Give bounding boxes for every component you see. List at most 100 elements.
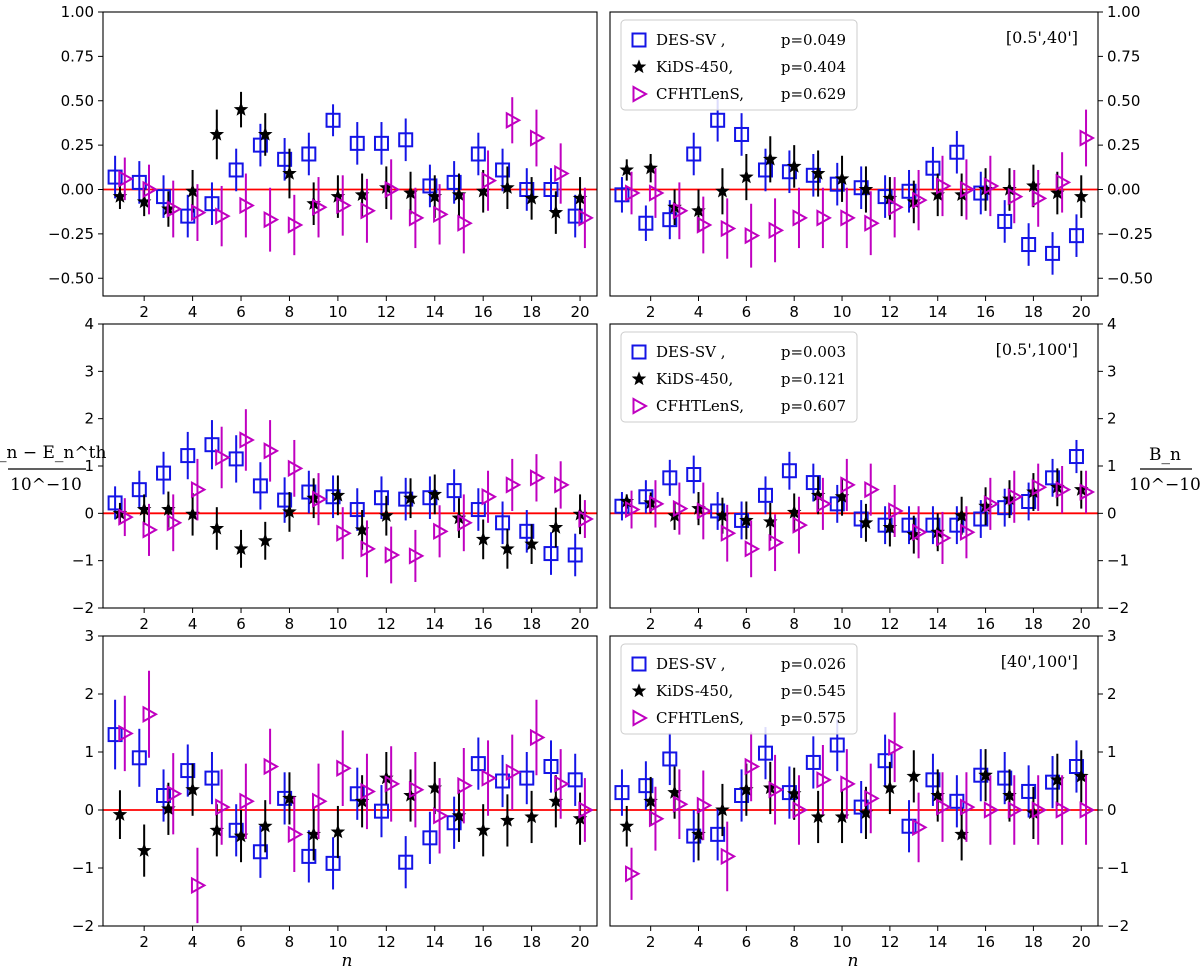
- data-point: [792, 209, 809, 227]
- x-tick-label: 4: [188, 303, 198, 321]
- data-point: [379, 508, 394, 522]
- data-point: [715, 183, 730, 198]
- data-point: [959, 798, 976, 816]
- data-point: [336, 759, 352, 777]
- legend-marker-cfht: [632, 397, 649, 415]
- x-tick-label: 4: [694, 615, 704, 633]
- data-point: [648, 495, 665, 513]
- x-tick-label: 14: [425, 303, 444, 321]
- data-point: [1079, 129, 1096, 147]
- x-tick-label: 10: [832, 303, 851, 321]
- data-point: [233, 541, 249, 556]
- legend-pvalue-kids: p=0.121: [781, 370, 846, 388]
- data-point: [816, 495, 832, 513]
- data-point: [457, 514, 473, 532]
- x-tick-label: 20: [1072, 615, 1091, 633]
- panel-frame: [102, 11, 598, 297]
- x-tick-label: 18: [522, 303, 541, 321]
- series-cfht: [118, 97, 594, 256]
- legend-label-des: DES-SV ,: [656, 343, 726, 361]
- panel-frame: [102, 635, 598, 927]
- data-point: [495, 773, 511, 789]
- data-point: [495, 162, 511, 178]
- data-point: [810, 809, 826, 824]
- data-point: [252, 478, 268, 494]
- data-point: [325, 855, 341, 871]
- x-tick-label: 16: [474, 615, 493, 633]
- data-point: [349, 135, 365, 151]
- data-point: [983, 801, 1000, 819]
- data-point: [554, 164, 570, 183]
- data-point: [757, 745, 773, 761]
- y-tick-label: 0: [84, 504, 94, 522]
- data-point: [853, 799, 869, 815]
- data-point: [505, 476, 522, 494]
- data-point: [433, 807, 449, 825]
- data-point: [786, 158, 802, 173]
- data-point: [301, 484, 317, 500]
- x-tick-label: 12: [377, 933, 396, 951]
- data-point: [422, 830, 438, 846]
- x-tick-label: 2: [646, 615, 656, 633]
- data-point: [877, 753, 893, 769]
- data-point: [1055, 173, 1072, 192]
- panel-2: 2 4 6 8 10 12 14 16 18 20 −0.50 −0.25 0.00 0.25 0.50 0.…: [609, 3, 1153, 321]
- data-point: [816, 771, 832, 789]
- y-tick-label: 2: [84, 410, 94, 428]
- y-tick-label: −2: [1107, 599, 1129, 617]
- data-point: [696, 796, 713, 815]
- data-point: [107, 169, 123, 185]
- data-point: [239, 431, 255, 449]
- data-point: [672, 202, 689, 220]
- data-point: [239, 196, 255, 215]
- data-point: [543, 546, 559, 562]
- data-point: [131, 174, 147, 190]
- x-tick-label: 8: [789, 933, 799, 951]
- data-point: [619, 162, 635, 177]
- x-tick-label: 2: [646, 303, 656, 321]
- legend-pvalue-des: p=0.003: [781, 343, 846, 361]
- x-tick-label: 6: [742, 933, 752, 951]
- data-group: [614, 98, 1096, 275]
- data-point: [529, 728, 546, 747]
- legend-pvalue-cfht: p=0.629: [781, 85, 846, 103]
- data-point: [949, 144, 965, 160]
- data-point: [662, 470, 678, 486]
- data-point: [263, 442, 280, 460]
- x-tick-label: 8: [285, 303, 295, 321]
- y-tick-label: 1.00: [1107, 3, 1140, 21]
- data-point: [142, 705, 159, 724]
- data-point: [481, 171, 498, 190]
- legend-label-des: DES-SV ,: [656, 655, 726, 673]
- data-point: [500, 541, 515, 556]
- data-point: [180, 448, 196, 464]
- range-label: [0.5',40']: [1006, 28, 1078, 47]
- data-point: [215, 798, 231, 816]
- data-point: [978, 767, 993, 782]
- data-point: [204, 196, 220, 212]
- data-point: [614, 187, 630, 203]
- data-point: [912, 191, 928, 209]
- x-tick-label: 4: [188, 933, 198, 951]
- data-group: [107, 91, 594, 256]
- data-point: [384, 546, 401, 564]
- data-point: [888, 738, 904, 757]
- y-tick-label: −1: [72, 552, 94, 570]
- data-point: [792, 801, 809, 819]
- series-kids: [112, 474, 588, 569]
- data-point: [330, 824, 346, 839]
- data-point: [763, 151, 778, 166]
- y-tick-label: 0.00: [61, 181, 94, 199]
- y-tick-label: 3: [1107, 362, 1117, 380]
- data-point: [252, 137, 268, 153]
- y-tick-label: 0.50: [1107, 92, 1140, 110]
- y-tick-label: 0: [1107, 801, 1117, 819]
- data-point: [287, 825, 304, 844]
- data-point: [312, 198, 328, 216]
- y-tick-label: 2: [84, 685, 94, 703]
- data-point: [1007, 187, 1024, 206]
- data-point: [686, 146, 702, 162]
- data-point: [446, 483, 462, 499]
- y-tick-label: 0.50: [61, 92, 94, 110]
